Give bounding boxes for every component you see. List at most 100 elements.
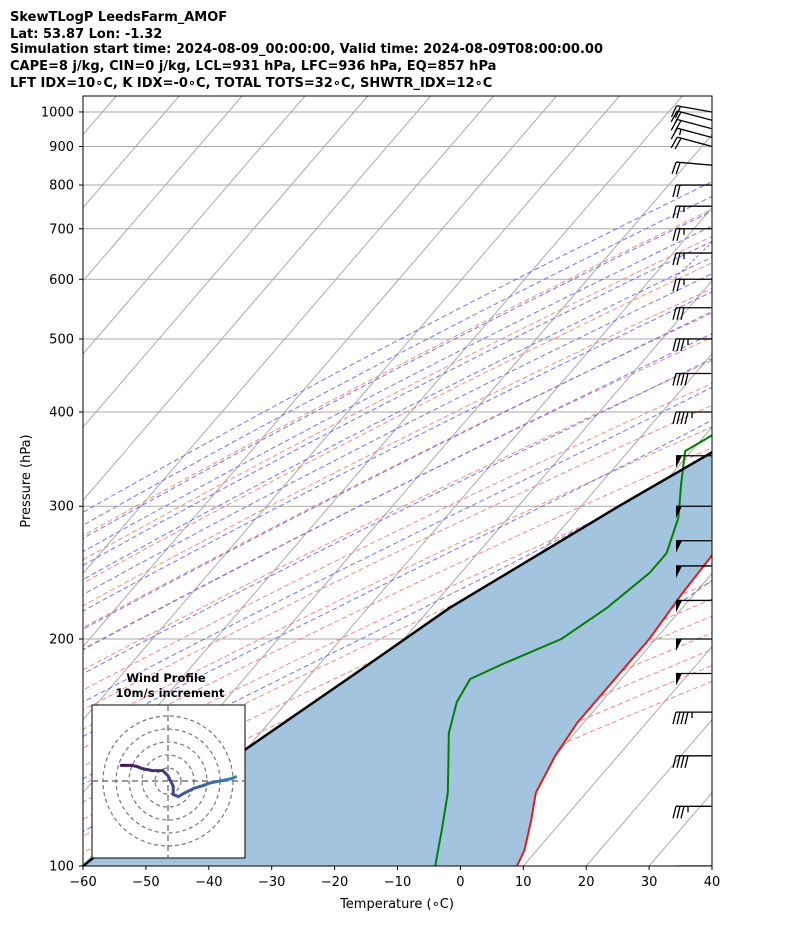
- barb-pennant: [676, 540, 682, 553]
- barb-pennant: [676, 639, 682, 652]
- hodograph-ring: [154, 767, 182, 795]
- x-tick-label: −60: [69, 875, 96, 890]
- x-tick-label: −30: [258, 875, 285, 890]
- barb-flag: [670, 110, 678, 123]
- barb-flag: [672, 252, 677, 266]
- y-tick-label: 700: [49, 222, 74, 237]
- barb-flag: [680, 755, 685, 768]
- barb-flag: [672, 184, 677, 198]
- barb-flag: [670, 136, 678, 149]
- barb-flag: [676, 307, 681, 320]
- hodograph-segment: [208, 779, 222, 785]
- moist-adiabat-line: [83, 240, 712, 566]
- barb-flag: [676, 206, 681, 219]
- y-tick-label: 300: [49, 500, 74, 515]
- y-tick-label: 200: [49, 633, 74, 648]
- axis-ticks: −60 −50 −40 −30 −20 −10 0 10 20 30 40 1000 900 800 700…: [41, 105, 720, 890]
- x-tick-label: 0: [456, 875, 464, 890]
- y-tick-label: 800: [49, 179, 74, 194]
- barb-staff: [677, 136, 712, 148]
- profile-lines: [83, 434, 712, 866]
- wind-barb: [676, 455, 712, 468]
- barb-staff: [676, 105, 712, 113]
- barb-staff: [676, 161, 712, 166]
- wind-barb: [672, 338, 712, 352]
- isotherm-line: [522, 645, 712, 866]
- temperature-line: [516, 553, 712, 866]
- dry-adiabat-line: [83, 287, 712, 607]
- barb-pennant: [676, 455, 682, 468]
- wind-barb: [676, 672, 712, 686]
- x-tick-label: −50: [132, 875, 159, 890]
- barb-pennant: [676, 506, 682, 519]
- barb-flag: [676, 184, 681, 198]
- x-tick-label: 10: [515, 875, 532, 890]
- barb-flag: [676, 252, 681, 266]
- barb-flag: [672, 307, 677, 320]
- wind-barb: [672, 307, 712, 320]
- barb-flag: [684, 373, 689, 386]
- barb-flag: [672, 755, 677, 768]
- x-tick-label: −20: [321, 875, 348, 890]
- barb-flag: [676, 338, 681, 352]
- x-tick-label: 30: [641, 875, 658, 890]
- wind-barb: [672, 278, 712, 292]
- barb-flag: [672, 711, 677, 725]
- barb-staff: [677, 127, 712, 139]
- moist-adiabat-line: [83, 195, 712, 526]
- wind-barb: [670, 136, 712, 150]
- y-tick-label: 600: [49, 273, 74, 288]
- isotherm-line: [83, 96, 620, 721]
- inset-subtitle: 10m/s increment: [116, 686, 225, 700]
- chart-header: SkewTLogP LeedsFarm_AMOF Lat: 53.87 Lon:…: [10, 10, 603, 91]
- wind-barb: [676, 638, 712, 652]
- barb-flag: [676, 755, 681, 768]
- wind-barb: [672, 205, 712, 219]
- dry-adiabat-line: [83, 404, 712, 711]
- location-line: Lat: 53.87 Lon: -1.32: [10, 27, 162, 42]
- isotherm-line: [83, 96, 306, 355]
- chart-title: SkewTLogP LeedsFarm_AMOF: [10, 10, 227, 25]
- barb-flag: [672, 279, 677, 292]
- inset-title: Wind Profile: [126, 671, 206, 685]
- wind-profile-inset: Wind Profile 10m/s increment: [91, 671, 246, 859]
- barb-pennant: [676, 600, 682, 613]
- wind-barb: [676, 540, 712, 553]
- y-tick-label: 900: [49, 140, 74, 155]
- moist-adiabat-line: [83, 310, 712, 630]
- wind-barb: [670, 105, 712, 118]
- params-line-2: LFT IDX=10∘C, K IDX=-0∘C, TOTAL TOTS=32∘…: [10, 76, 492, 91]
- barb-flag: [672, 228, 677, 241]
- isotherm-line: [585, 718, 712, 866]
- wind-barb: [676, 565, 712, 578]
- barb-flag: [676, 373, 681, 386]
- pressure-gridlines: [83, 111, 712, 866]
- moist-adiabat-line: [83, 456, 712, 780]
- dry-adiabat-line: [83, 359, 712, 671]
- barb-flag: [671, 161, 677, 174]
- barb-flag: [672, 373, 677, 386]
- barb-flag: [684, 411, 689, 425]
- barb-flag: [670, 105, 678, 118]
- barb-flag: [676, 411, 681, 425]
- isotherm-line: [83, 96, 369, 428]
- dry-adiabat-line: [83, 208, 712, 537]
- barb-flag: [676, 228, 681, 241]
- barb-flag: [672, 338, 677, 352]
- barb-flag: [670, 127, 678, 140]
- moist-adiabat-line: [83, 273, 712, 596]
- hodograph-segment: [182, 786, 196, 795]
- y-tick-label: 100: [49, 860, 74, 875]
- barb-flag: [680, 373, 685, 386]
- barb-staff: [677, 118, 712, 130]
- barb-pennant: [676, 673, 682, 686]
- x-tick-label: −10: [384, 875, 411, 890]
- y-axis-label: Pressure (hPa): [19, 434, 34, 527]
- isotherm-line: [83, 96, 243, 282]
- barb-flag: [676, 279, 681, 292]
- barb-flag: [676, 711, 681, 725]
- barb-flag: [683, 865, 684, 866]
- barb-staff: [677, 110, 712, 121]
- dry-adiabat-line: [83, 447, 712, 749]
